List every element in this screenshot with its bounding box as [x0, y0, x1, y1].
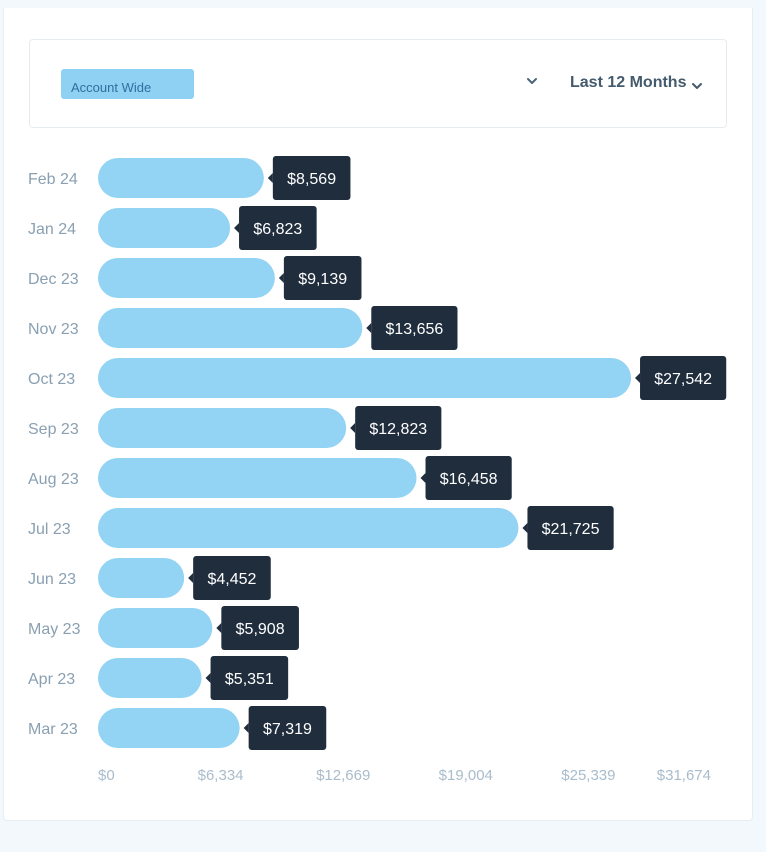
value-tooltip: [371, 306, 458, 350]
x-tick-label: $6,334: [198, 767, 244, 784]
category-label: Nov 23: [28, 321, 79, 338]
category-label: Apr 23: [28, 671, 75, 688]
bar: [98, 508, 519, 548]
bar: [98, 708, 240, 748]
x-tick-label: $12,669: [316, 767, 370, 784]
bar: [98, 458, 417, 498]
category-label: Jan 24: [28, 221, 76, 238]
value-tooltip-pointer: [522, 523, 528, 533]
category-label: Feb 24: [28, 171, 78, 188]
value-tooltip-pointer: [234, 223, 240, 233]
bar: [98, 408, 347, 448]
value-tooltip: [355, 406, 442, 450]
value-tooltip: [239, 206, 317, 250]
category-label: Jun 23: [28, 571, 76, 588]
value-label: $5,908: [236, 621, 285, 638]
value-tooltip-pointer: [635, 373, 641, 383]
value-tooltip: [272, 156, 351, 200]
category-label: Dec 23: [28, 271, 79, 288]
value-label: $27,542: [654, 371, 712, 388]
value-label: $21,725: [542, 521, 600, 538]
value-tooltip: [248, 706, 327, 750]
bar: [98, 158, 264, 198]
category-label: Aug 23: [28, 471, 79, 488]
bar: [98, 608, 213, 648]
value-label: $16,458: [440, 471, 498, 488]
value-label: $9,139: [298, 271, 347, 288]
value-label: $7,319: [263, 721, 312, 738]
category-label: Oct 23: [28, 371, 75, 388]
x-tick-label: $0: [98, 767, 115, 784]
date-range-label: Last 12 Months: [570, 74, 687, 91]
account-select-label: Account Wide: [71, 80, 152, 95]
value-tooltip-pointer: [243, 723, 249, 733]
value-tooltip: [425, 456, 512, 500]
value-label: $4,452: [207, 571, 256, 588]
value-tooltip-pointer: [205, 673, 211, 683]
value-tooltip: [283, 256, 362, 300]
chevron-down-icon[interactable]: [525, 73, 539, 89]
value-tooltip-pointer: [366, 323, 372, 333]
bar: [98, 358, 632, 398]
account-select[interactable]: Account Wide: [61, 69, 194, 99]
category-label: Mar 23: [28, 721, 78, 738]
category-label: Jul 23: [28, 521, 71, 538]
value-tooltip: [527, 506, 614, 550]
bar: [98, 658, 202, 698]
x-tick-label: $31,674: [657, 767, 711, 784]
x-tick-label: $25,339: [561, 767, 615, 784]
filter-bar: Account Wide Last 12 Months: [29, 39, 727, 128]
bar: [98, 308, 363, 348]
x-tick-label: $19,004: [439, 767, 493, 784]
value-tooltip-pointer: [350, 423, 356, 433]
value-tooltip-pointer: [188, 573, 194, 583]
bar: [98, 258, 275, 298]
bar: [98, 558, 185, 598]
value-tooltip-pointer: [420, 473, 426, 483]
value-label: $12,823: [369, 421, 427, 438]
chevron-down-icon: [691, 78, 703, 89]
value-tooltip-pointer: [278, 273, 284, 283]
value-label: $13,656: [385, 321, 443, 338]
value-tooltip: [193, 556, 271, 600]
category-label: May 23: [28, 621, 81, 638]
date-range-select[interactable]: Last 12 Months: [570, 73, 703, 93]
value-tooltip: [221, 606, 299, 650]
value-tooltip-pointer: [216, 623, 222, 633]
bar: [98, 208, 231, 248]
value-label: $8,569: [287, 171, 336, 188]
value-tooltip: [640, 356, 727, 400]
value-label: $6,823: [253, 221, 302, 238]
value-tooltip: [210, 656, 289, 700]
value-tooltip-pointer: [267, 173, 273, 183]
category-label: Sep 23: [28, 421, 79, 438]
value-label: $5,351: [225, 671, 274, 688]
